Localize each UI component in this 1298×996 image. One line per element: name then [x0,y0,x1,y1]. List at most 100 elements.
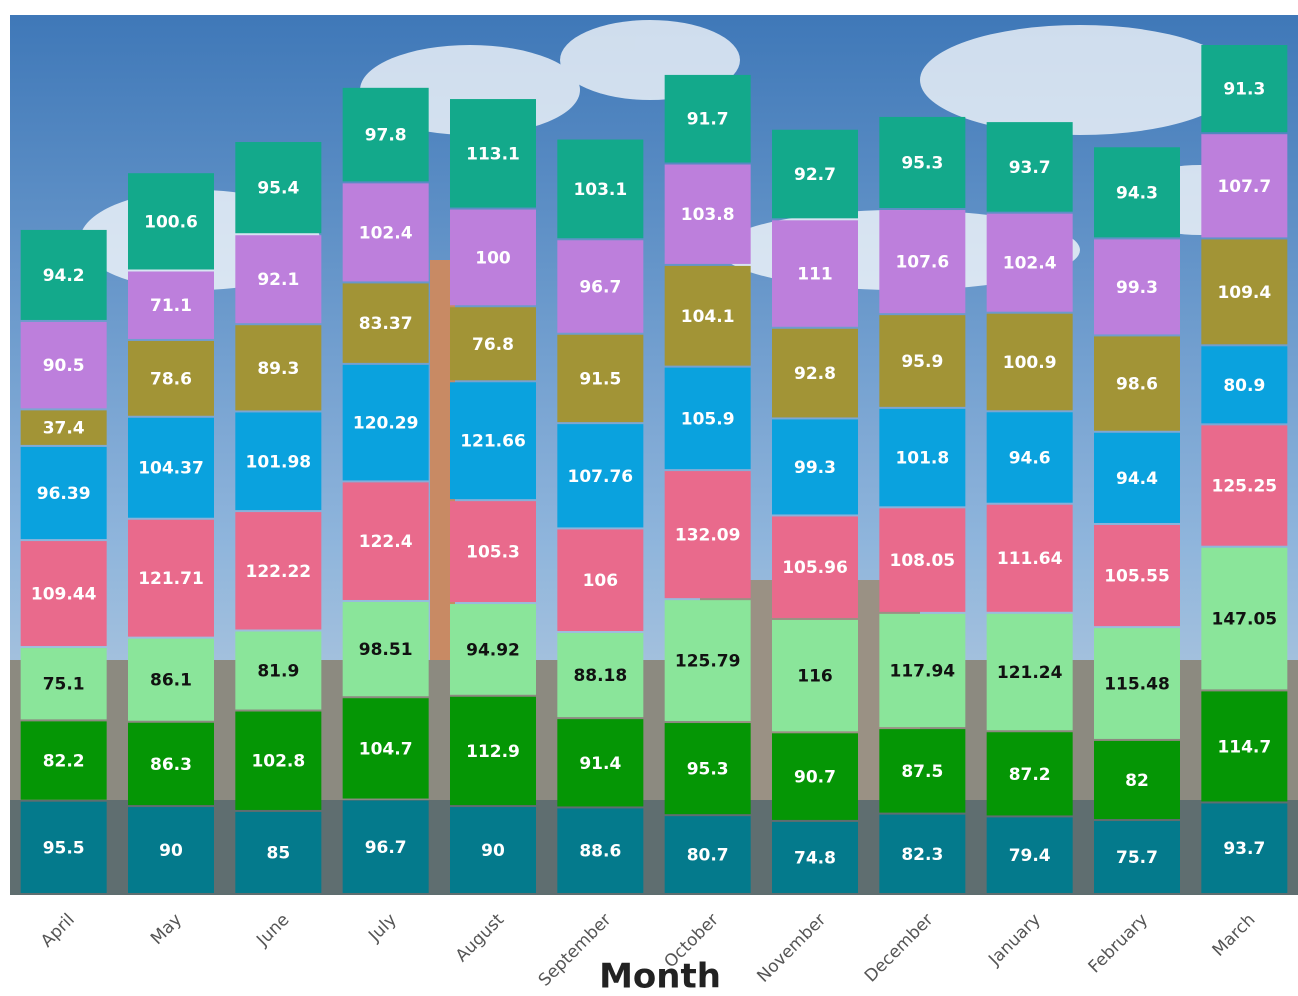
bar-segment [772,516,858,618]
bar-segment [557,632,644,718]
bar-segment [1201,45,1288,133]
value-label: 88.6 [579,842,621,862]
value-label: 94.2 [43,266,85,286]
bar-segment [664,600,751,722]
value-label: 106 [583,571,619,591]
bar-segment [128,519,214,637]
bar-segment [1094,821,1180,893]
value-label: 37.4 [43,419,85,439]
value-label: 97.8 [365,126,407,146]
value-label: 115.48 [1104,675,1170,695]
bar-segment [128,173,214,270]
bar-segment [450,209,536,306]
bar-segment [342,87,429,182]
value-label: 105.96 [782,558,848,578]
value-label: 105.55 [1104,567,1170,587]
value-label: 92.8 [794,364,836,384]
value-label: 86.1 [150,671,192,691]
value-label: 91.7 [687,110,729,130]
bar-segment [1201,691,1288,802]
value-label: 105.3 [466,543,520,563]
value-label: 109.44 [31,585,97,605]
value-label: 98.6 [1116,375,1158,395]
value-label: 87.2 [1009,765,1051,785]
bar-segment [557,334,644,423]
bar-segment [20,541,107,647]
bar-segment [20,446,107,540]
bar-segment [1201,134,1288,238]
x-tick-label: June [252,910,293,951]
bar-segment [1094,147,1180,238]
bar-segment [879,508,966,612]
bar-segment [342,364,429,481]
value-label: 117.94 [890,661,956,681]
bar-segment [557,139,644,239]
bar-segment [342,601,429,697]
value-label: 122.4 [359,532,413,552]
bar-segment [450,604,536,695]
value-label: 95.4 [257,179,299,199]
value-label: 90.5 [43,356,85,376]
value-label: 102.8 [251,752,305,772]
bar-segment [772,619,858,732]
bar-segment [128,638,214,721]
value-label: 100.6 [144,212,198,232]
bar-segment [450,307,536,381]
bar-segment [20,648,107,720]
value-label: 93.7 [1223,839,1265,859]
value-label: 96.7 [579,278,621,298]
x-tick-label: January [984,910,1044,970]
bar-segment [235,142,322,234]
bar-segment [342,183,429,282]
bar-segment [20,721,107,800]
value-label: 121.71 [138,569,204,589]
bar-segment [664,367,751,470]
value-label: 90 [159,841,183,861]
bar-segment [986,122,1073,212]
bar-segment [235,412,322,511]
value-label: 95.5 [43,838,85,858]
bar-segment [128,417,214,518]
value-label: 85 [266,843,290,863]
bar-segment [1094,524,1180,627]
value-label: 100 [475,248,511,268]
x-tick-label: March [1209,910,1260,961]
bar-segment [1094,628,1180,739]
value-label: 102.4 [359,223,413,243]
value-label: 103.1 [573,180,627,200]
value-label: 82.3 [901,845,943,865]
value-label: 105.9 [681,409,735,429]
value-label: 98.51 [359,640,413,660]
value-label: 79.4 [1009,846,1051,866]
value-label: 104.1 [681,307,735,327]
bar-segment [342,482,429,600]
bar-segment [772,328,858,418]
bar-segment [342,283,429,363]
x-tick-label: April [37,910,79,952]
value-label: 111 [797,265,833,285]
bar-segment [557,424,644,528]
bar-segment [20,229,107,320]
value-label: 101.8 [895,449,949,469]
value-label: 100.9 [1003,353,1057,373]
value-label: 125.79 [675,652,741,672]
bar-segment [664,265,751,366]
bar-segment [235,811,322,893]
bar-segment [879,116,966,209]
value-label: 102.4 [1003,254,1057,274]
value-label: 76.8 [472,335,514,355]
bar-segment [986,213,1073,312]
bar-segment [20,410,107,445]
value-label: 107.76 [568,467,634,487]
bar-segment [20,321,107,409]
bar-segment [1094,239,1180,335]
value-label: 91.5 [579,369,621,389]
bar-segment [450,696,536,806]
bar-segment [450,807,536,893]
bar-segment [557,719,644,807]
bar-segment [342,800,429,893]
value-label: 113.1 [466,144,520,164]
value-label: 75.7 [1116,848,1158,868]
bar-segment [879,729,966,813]
